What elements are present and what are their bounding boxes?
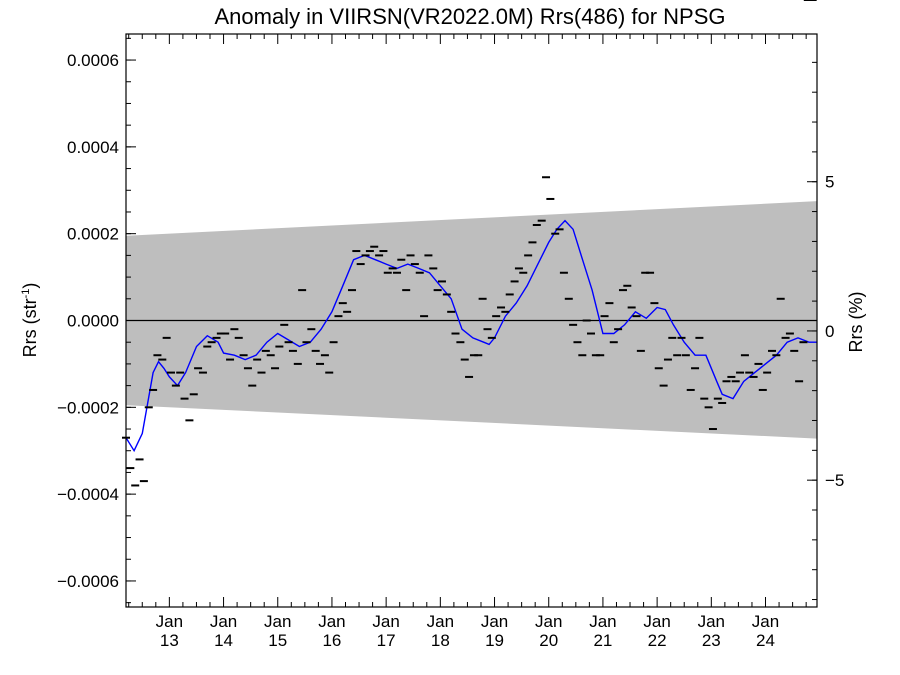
- x-tick-label-year: 18: [431, 631, 450, 650]
- y-axis-left-label: Rrs (str-1): [20, 283, 40, 358]
- x-tick-label-year: 20: [539, 631, 558, 650]
- chart-title: Anomaly in VIIRSN(VR2022.0M) Rrs(486) fo…: [214, 4, 725, 29]
- y-tick-label: −0.0006: [57, 572, 119, 591]
- y-axis-right-label: Rrs (%): [846, 292, 866, 353]
- y-axis-right-ticks: 5 0 −5: [807, 61, 844, 601]
- x-tick-label-year: 15: [268, 631, 287, 650]
- x-axis-ticks: Jan13Jan14Jan15Jan16Jan17Jan18Jan19Jan20…: [128, 34, 807, 650]
- uncertainty-band: [126, 201, 817, 439]
- x-tick-label-year: 21: [593, 631, 612, 650]
- y-axis-left-ticks: 0.0006 0.0004 0.0002 0.0000 −0.0002 −0.0004 −0…: [57, 37, 136, 604]
- x-tick-label-month: Jan: [589, 612, 616, 631]
- x-tick-label-year: 14: [214, 631, 233, 650]
- y-tick-label: −0.0004: [57, 485, 119, 504]
- x-tick-label-year: 13: [160, 631, 179, 650]
- x-tick-label-month: Jan: [372, 612, 399, 631]
- y-tick-label: 0.0004: [67, 138, 119, 157]
- x-tick-label-year: 16: [322, 631, 341, 650]
- y-right-tick-label: −5: [825, 471, 844, 490]
- x-tick-label-year: 24: [756, 631, 775, 650]
- x-tick-label-year: 17: [377, 631, 396, 650]
- x-tick-label-year: 23: [702, 631, 721, 650]
- uncertainty-band-layer: [126, 201, 817, 439]
- smooth-series-layer: [125, 219, 817, 453]
- x-tick-label-month: Jan: [535, 612, 562, 631]
- smooth-series-line: [125, 219, 817, 453]
- x-tick-label-month: Jan: [752, 612, 779, 631]
- y-right-tick-label: 5: [825, 173, 834, 192]
- x-tick-label-month: Jan: [643, 612, 670, 631]
- y-tick-label: −0.0002: [57, 398, 119, 417]
- x-tick-label-year: 22: [648, 631, 667, 650]
- y-right-tick-label: 0: [825, 322, 834, 341]
- y-tick-label: 0.0006: [67, 51, 119, 70]
- x-tick-label-year: 19: [485, 631, 504, 650]
- x-tick-label-month: Jan: [427, 612, 454, 631]
- x-tick-label-month: Jan: [481, 612, 508, 631]
- x-tick-label-month: Jan: [698, 612, 725, 631]
- monthly-points-layer: [122, 0, 817, 487]
- x-tick-label-month: Jan: [264, 612, 291, 631]
- x-tick-label-month: Jan: [156, 612, 183, 631]
- x-tick-label-month: Jan: [210, 612, 237, 631]
- y-tick-label: 0.0000: [67, 312, 119, 331]
- x-tick-label-month: Jan: [318, 612, 345, 631]
- y-tick-label: 0.0002: [67, 225, 119, 244]
